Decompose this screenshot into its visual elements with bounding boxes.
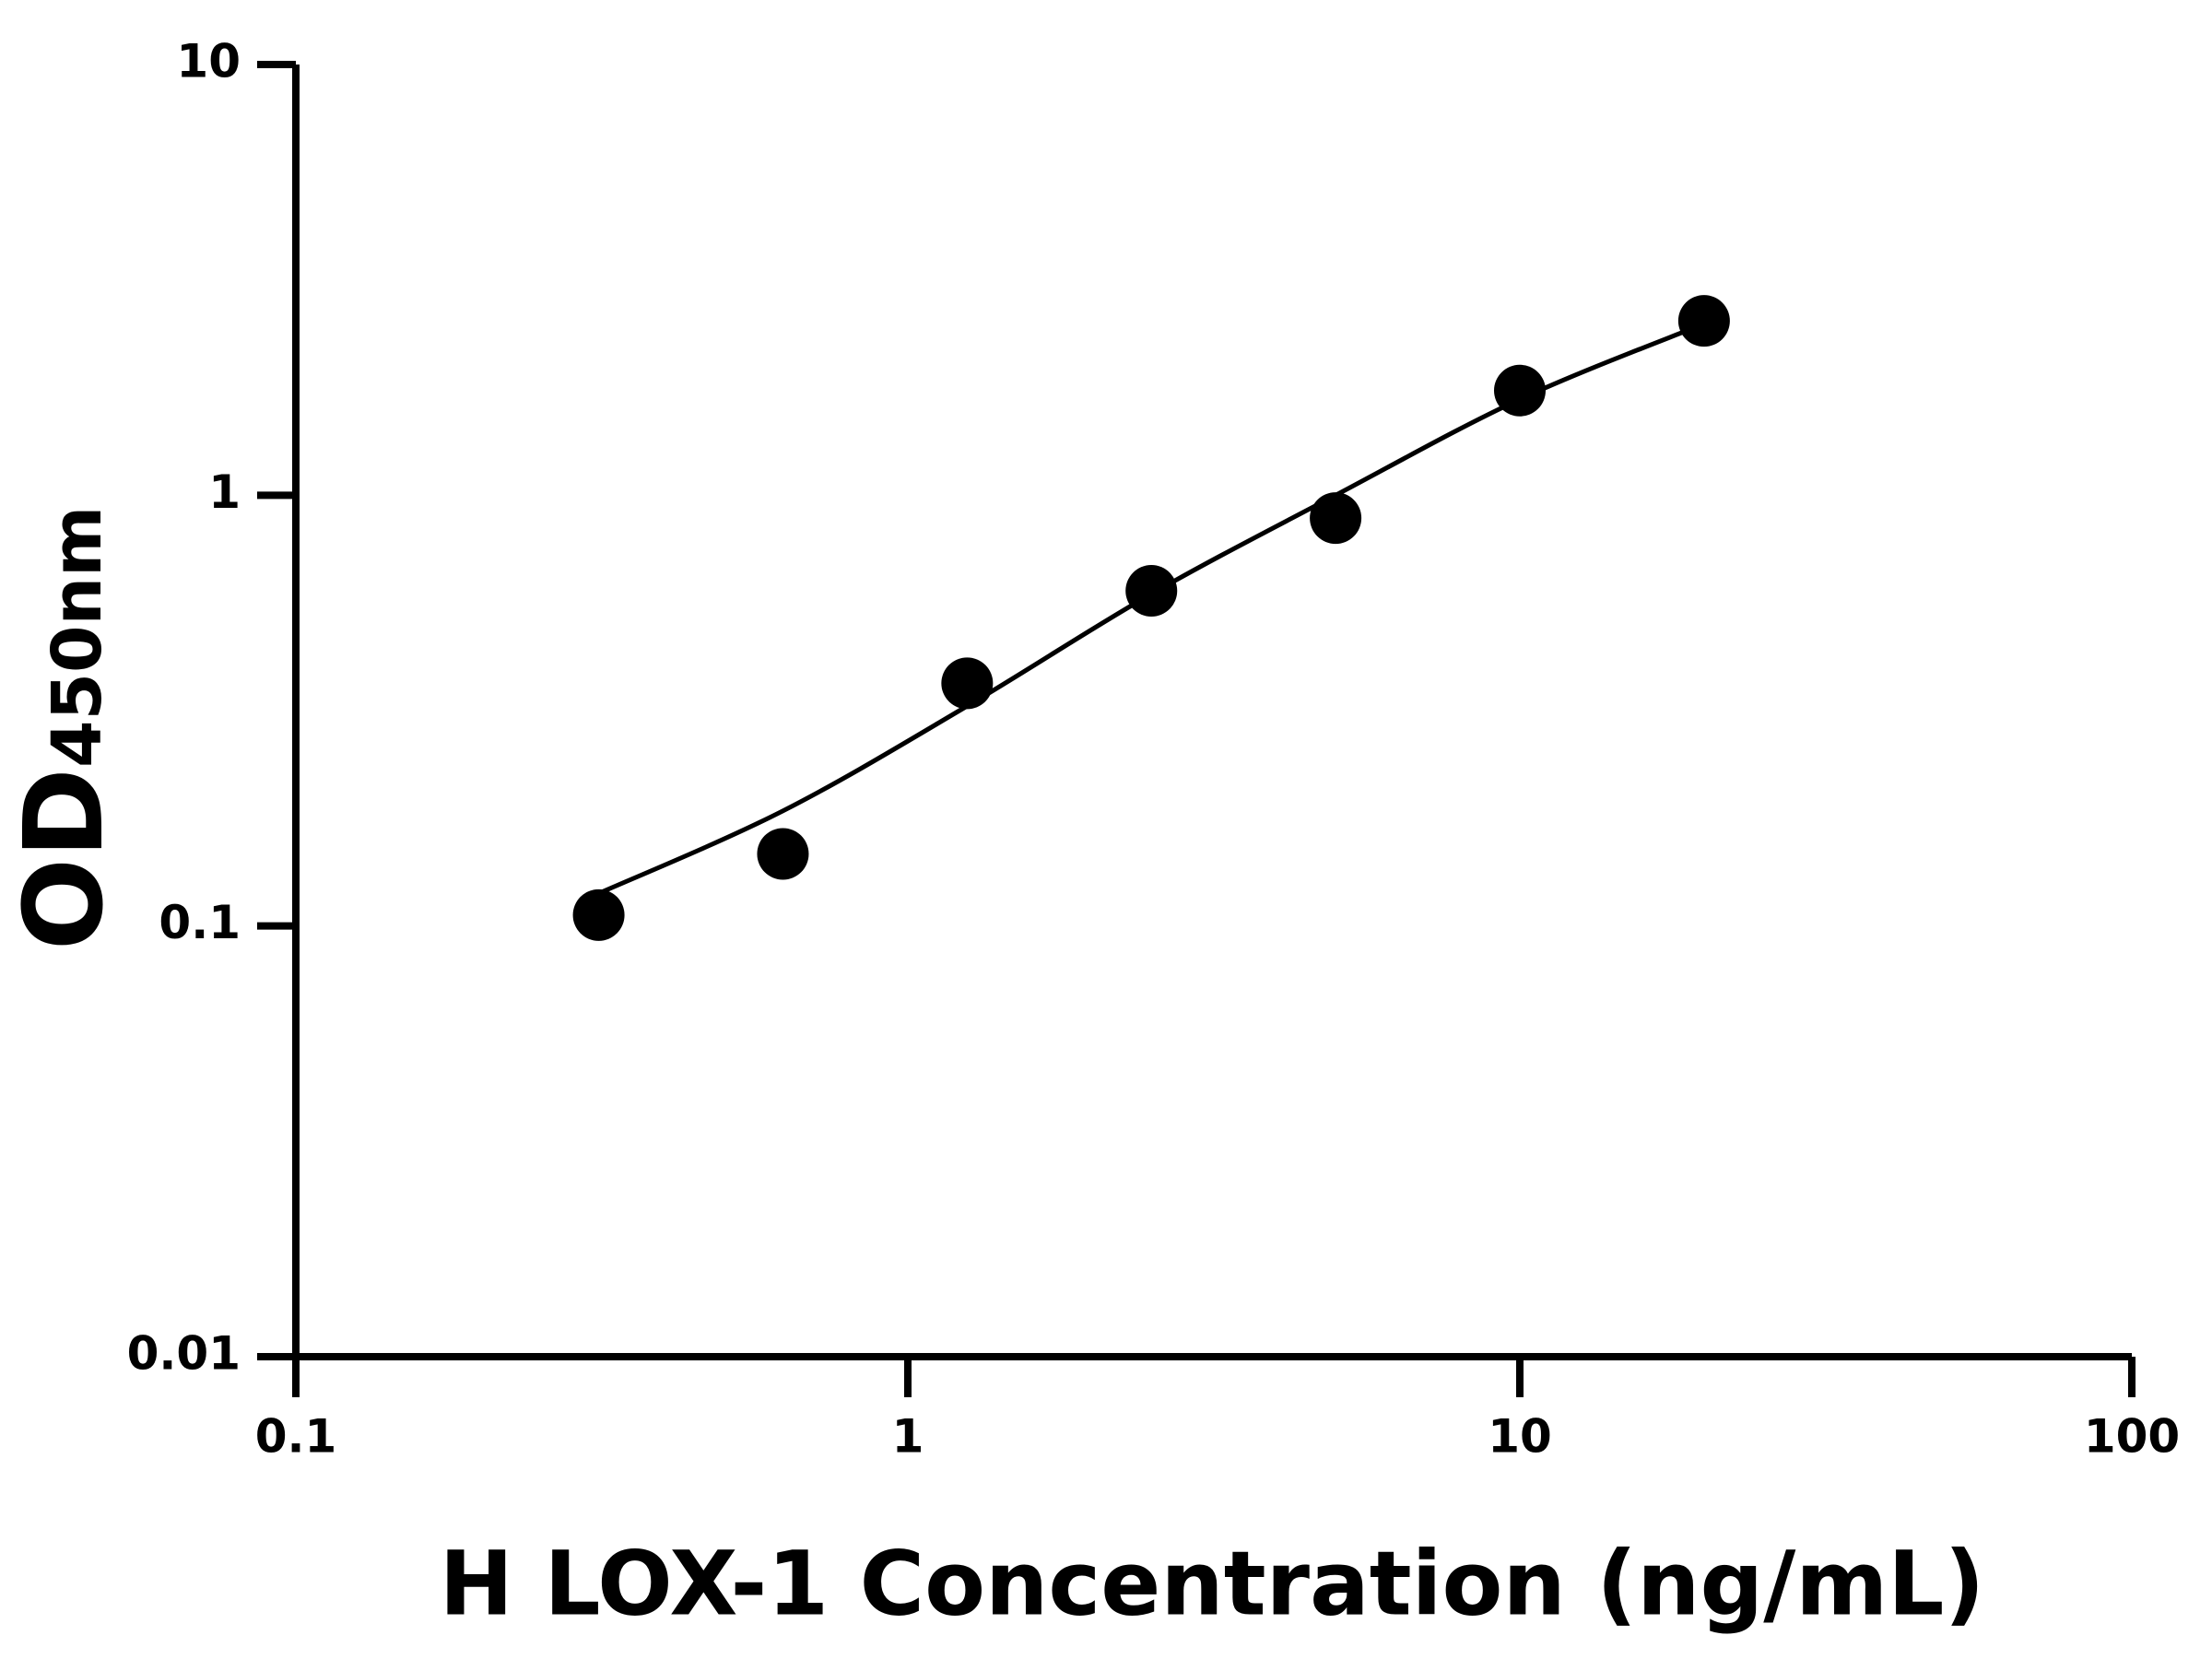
data-point — [757, 828, 809, 880]
x-tick-label: 100 — [2084, 1410, 2180, 1464]
y-axis-label: OD450nm — [0, 506, 127, 951]
x-tick-label: 1 — [892, 1410, 924, 1464]
x-tick-label: 0.1 — [255, 1410, 337, 1464]
data-point — [572, 888, 625, 941]
data-point — [1677, 295, 1730, 347]
y-tick-label: 10 — [176, 35, 241, 88]
data-point — [1310, 492, 1362, 545]
y-tick-label: 1 — [208, 465, 241, 519]
data-point — [941, 657, 994, 710]
x-tick-label: 10 — [1488, 1410, 1552, 1464]
y-tick-label: 0.1 — [159, 896, 241, 949]
y-axis-label-main: OD — [0, 768, 127, 950]
y-axis-label-sub: 450nm — [38, 506, 117, 768]
data-point — [1125, 565, 1178, 618]
y-tick-label: 0.01 — [127, 1327, 241, 1381]
data-point — [1494, 364, 1546, 417]
x-axis-label: H LOX-1 Concentration (ng/mL) — [440, 1532, 1985, 1635]
